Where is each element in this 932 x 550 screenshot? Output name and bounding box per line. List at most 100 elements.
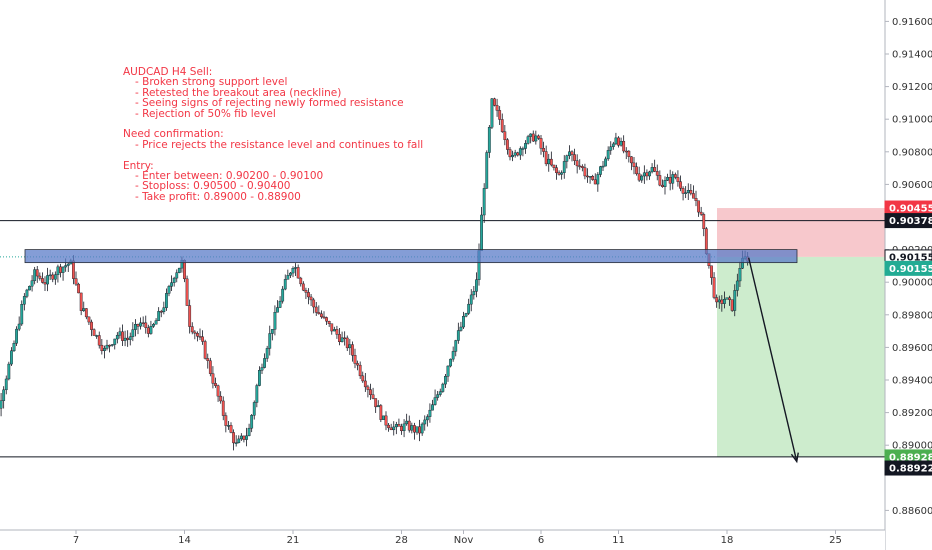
candle [276,300,279,313]
candle [622,135,626,154]
candle [188,299,192,334]
y-tick-label: 0.89800 [892,310,932,321]
candle [410,422,414,434]
candle [84,308,88,320]
arrow-head-icon [790,452,799,464]
y-tick-label: 0.89000 [892,441,932,452]
candle [671,171,675,190]
candle [733,284,737,317]
x-tick-label: 11 [612,535,625,546]
candle [387,423,390,432]
x-tick-label: 25 [829,535,842,546]
candle [475,272,478,298]
candle [12,340,16,353]
candle [361,371,365,383]
candle [320,310,323,319]
candle [53,271,57,285]
note-line: Need confirmation: [123,128,224,141]
candle [402,419,406,438]
candle [384,411,388,431]
candle [392,421,396,436]
candle [46,267,49,292]
candle [632,157,636,175]
candle [105,339,109,351]
candle [123,330,127,347]
note-line [123,150,423,160]
candle [77,282,80,294]
resistance-zone[interactable] [24,249,798,264]
candle [637,166,641,182]
candle [221,396,225,421]
candle [663,176,667,195]
candle [423,415,427,431]
forecast-arrow[interactable] [748,257,798,462]
candle [609,141,613,155]
candle [712,272,716,300]
candle [438,388,442,397]
candle [43,276,47,292]
candle [624,147,628,160]
candle [658,170,662,187]
candle [17,316,21,332]
x-tick-label: 18 [721,535,734,546]
candle [472,286,476,300]
y-tick-label: 0.91400 [892,50,932,61]
candle [562,155,566,179]
trade-notes[interactable]: AUDCAD H4 Sell: - Broken strong support l… [123,67,424,203]
candle [619,137,623,147]
candle [4,375,8,395]
candle [485,150,489,189]
price-badge-label: 0.90155 [889,252,932,263]
time-axis[interactable]: 7 14 21 28 Nov 6 11 18 25 [0,529,885,550]
candle [648,170,651,180]
x-tick-label: 14 [178,535,191,546]
candle [480,207,483,251]
candle [524,140,527,154]
candle [250,414,254,433]
price-badge: 0.90378 [884,213,932,229]
candle [498,106,502,125]
candle [568,145,571,160]
candle [728,295,731,306]
price-badge: 0.90155 [884,260,932,276]
candle [10,347,13,366]
candle [242,435,246,443]
candle [389,423,393,431]
candle [397,418,401,427]
candle [539,135,543,155]
candle [340,331,344,343]
candle [343,331,347,346]
candle [593,173,597,185]
y-tick-label: 0.91600 [892,17,932,28]
y-tick-label: 0.90000 [892,278,932,289]
candle [521,146,525,157]
candle [41,272,44,284]
candle [335,325,339,339]
candle [136,323,140,335]
note-line: - Price rejects the resistance level and… [135,138,424,151]
candle [110,343,114,347]
candle [394,421,398,435]
candle [547,153,551,172]
candle [699,206,703,216]
candle [258,366,261,387]
candle [668,169,672,191]
candle [464,312,468,318]
position-zones [717,208,885,457]
candle [273,305,277,336]
candle [353,348,357,369]
candle [369,383,372,400]
candle [456,322,460,344]
candle [348,338,352,355]
candle [211,366,215,389]
candle [149,320,153,335]
candle [738,261,742,287]
candle [363,372,367,392]
candle [627,150,631,163]
candle [247,423,251,437]
candle [203,339,207,360]
candle [689,183,693,196]
